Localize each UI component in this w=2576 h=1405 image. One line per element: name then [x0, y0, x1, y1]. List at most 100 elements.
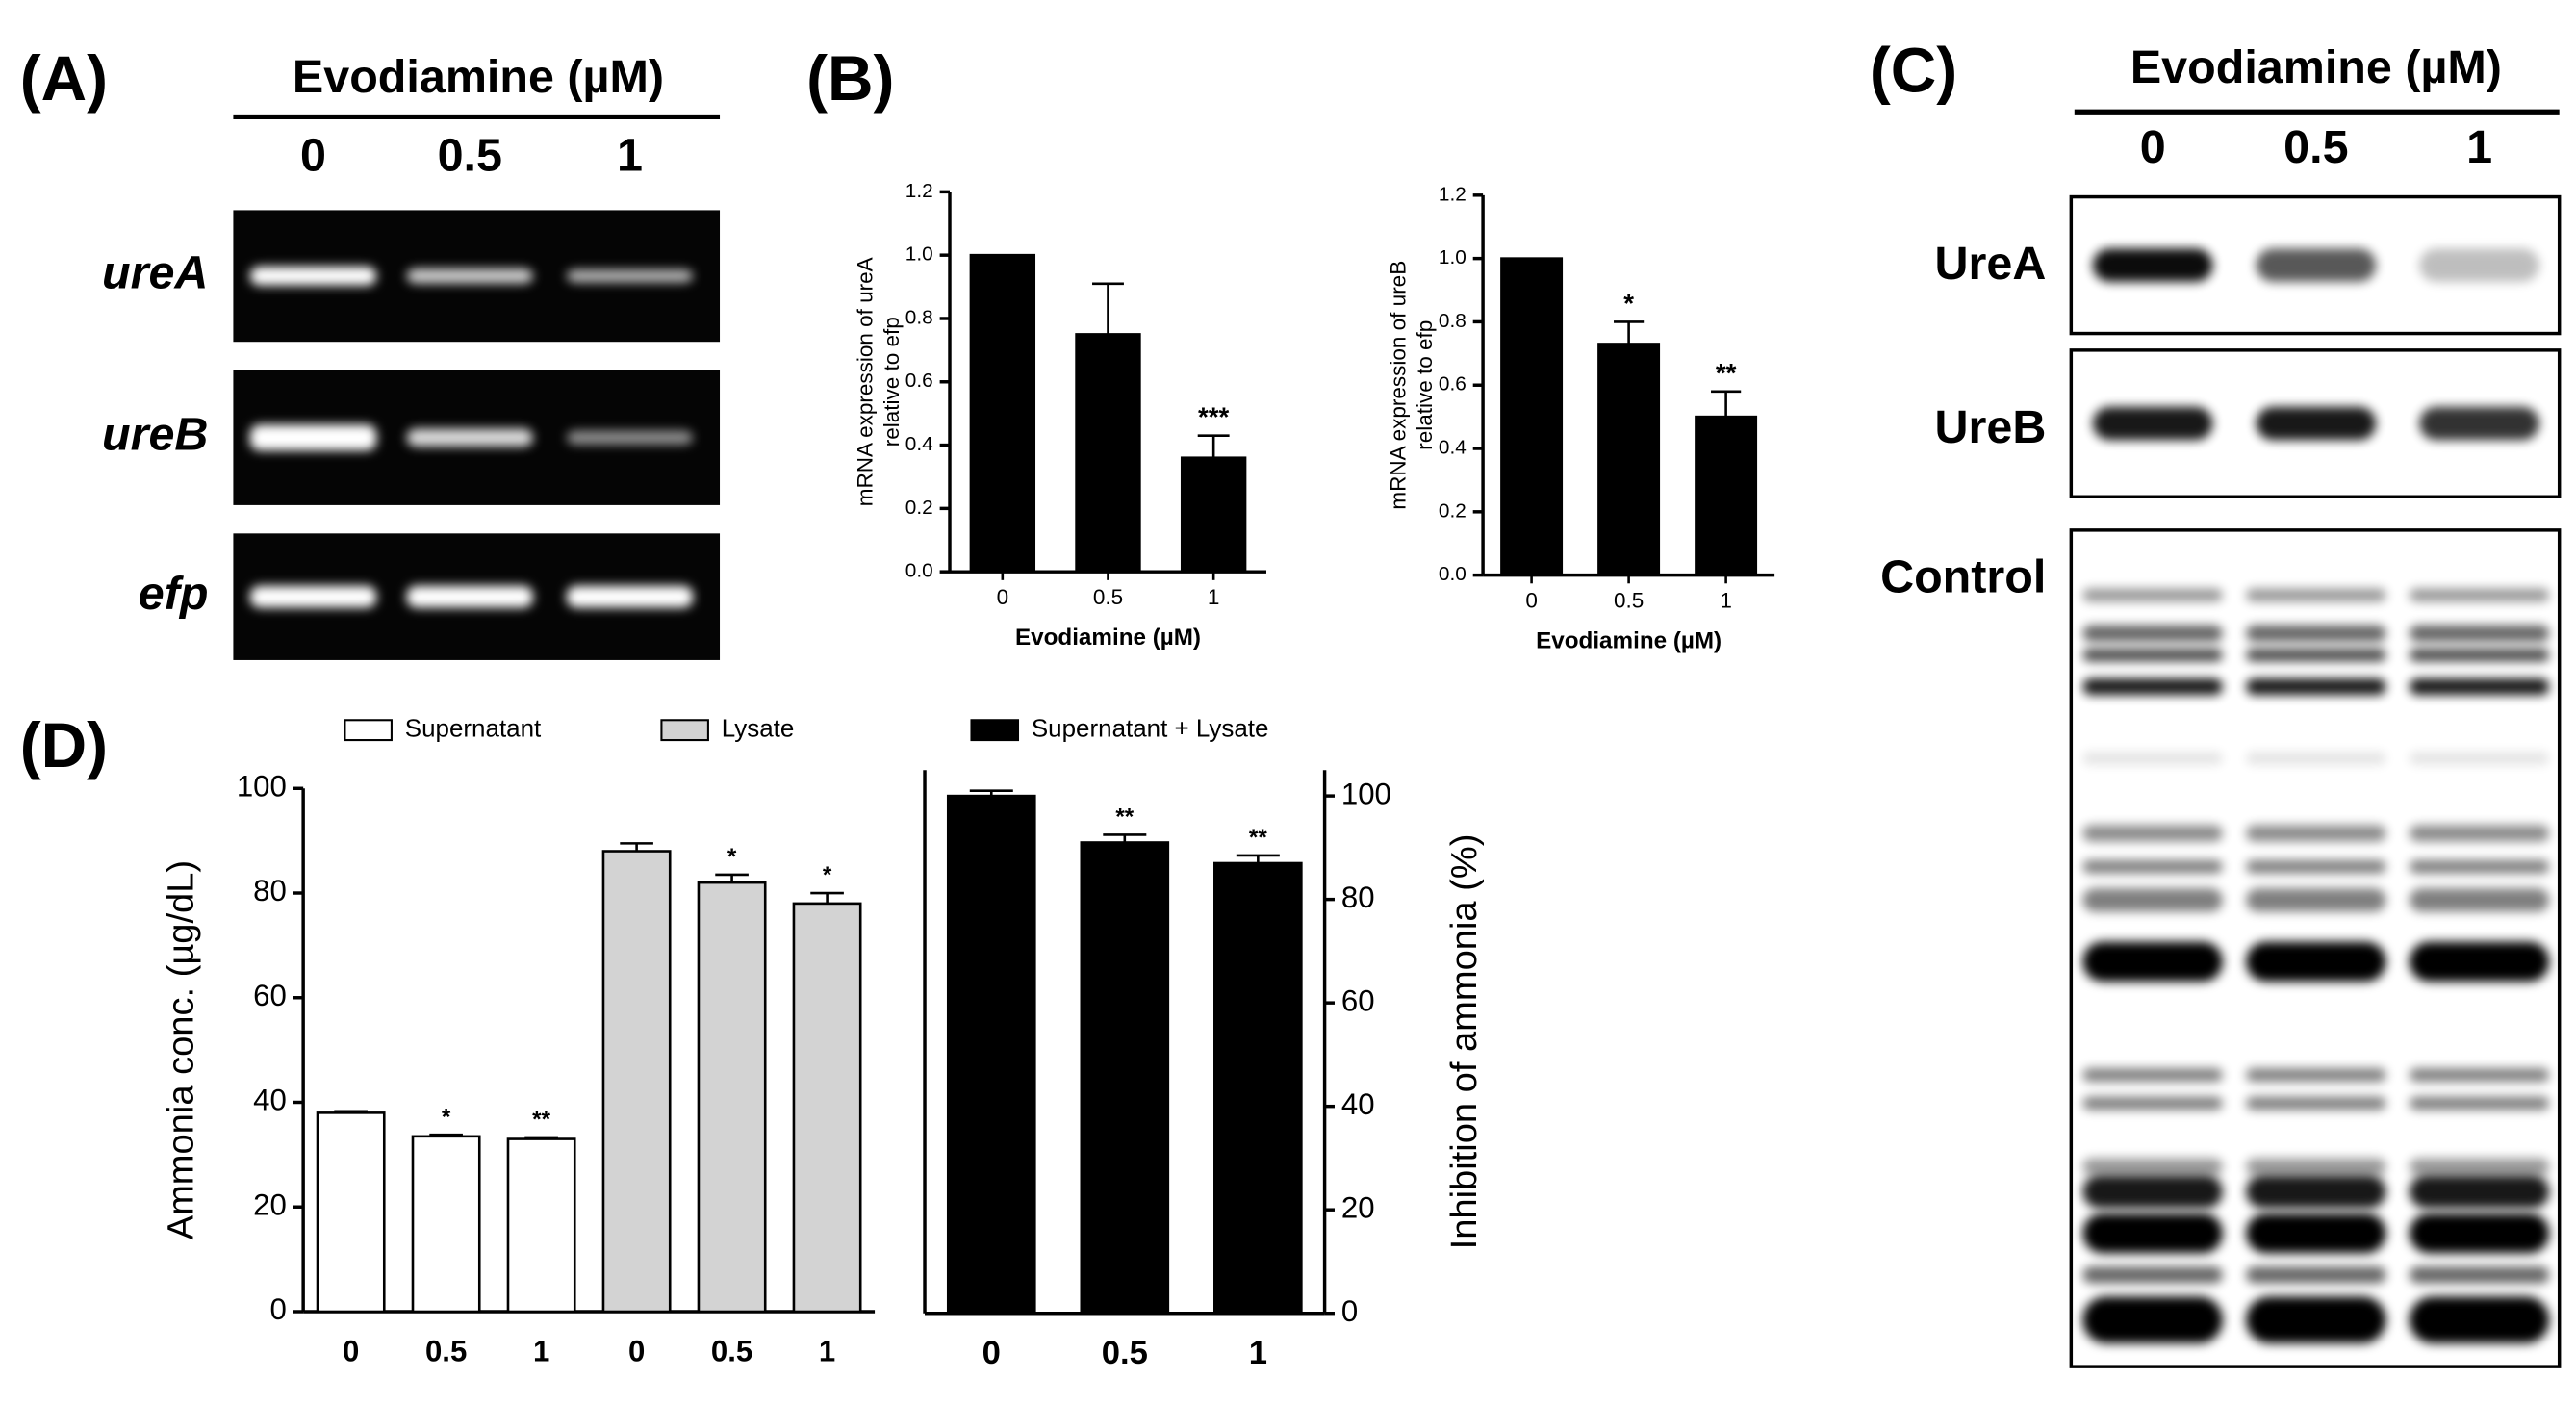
blot-band — [2246, 677, 2386, 696]
blot-band — [2409, 825, 2550, 842]
blot-band — [2419, 406, 2539, 441]
axis-label: mRNA expression of ureA — [853, 257, 877, 506]
blot-band — [2246, 588, 2386, 602]
blot-band — [2082, 1096, 2223, 1111]
gel-band — [406, 585, 534, 608]
x-tick-label: 1 — [1208, 585, 1220, 609]
lane-label: 0 — [2140, 121, 2166, 173]
blot-band — [2409, 941, 2550, 983]
blot-band — [2082, 1296, 2223, 1343]
y-tick-label: 0 — [270, 1292, 287, 1326]
bar — [946, 794, 1036, 1316]
legend-label: Supernatant + Lysate — [1032, 714, 1269, 743]
gel-band — [249, 585, 377, 608]
bar — [1695, 415, 1758, 576]
blot-band — [2409, 1068, 2550, 1083]
blot-band — [2082, 1174, 2223, 1209]
blot-band — [2409, 648, 2550, 662]
y-tick-label: 0.2 — [905, 497, 933, 519]
blot-band — [2082, 1266, 2223, 1284]
blot-band — [2246, 1266, 2386, 1284]
bar — [1597, 343, 1661, 576]
panel-label: (C) — [1870, 35, 1957, 106]
y-tick-label: 0.6 — [905, 370, 933, 392]
gel-band — [406, 268, 534, 284]
x-tick-label: 0 — [997, 585, 1009, 609]
blot-band — [2082, 588, 2223, 602]
panel-label: (B) — [806, 42, 894, 114]
blot-band — [2409, 752, 2550, 766]
blot-band — [2409, 859, 2550, 874]
blot-band — [2246, 1096, 2386, 1111]
blot-band — [2409, 1213, 2550, 1254]
blot-band — [2082, 888, 2223, 912]
x-axis-label: Evodiamine (µM) — [1015, 625, 1201, 651]
gel-band — [566, 430, 694, 446]
x-axis-label: Evodiamine (µM) — [1536, 627, 1722, 653]
blot-band — [2082, 677, 2223, 696]
x-tick-label: 0.5 — [1614, 588, 1644, 612]
significance: * — [727, 844, 737, 870]
y-tick-label: 1.2 — [1439, 183, 1467, 205]
blot-band — [2409, 677, 2550, 696]
lane-label: 0 — [300, 130, 326, 182]
row-label: Control — [1880, 551, 2046, 603]
blot-band — [2246, 888, 2386, 912]
x-tick-label: 0 — [343, 1335, 359, 1368]
row-label: ureA — [102, 247, 208, 299]
bar — [792, 902, 862, 1314]
y-tick-label: 60 — [253, 979, 287, 1012]
y-tick-label: 0.8 — [1439, 310, 1467, 332]
y-tick-label: 20 — [1341, 1190, 1375, 1224]
lane-label: 0.5 — [438, 130, 502, 182]
legend-swatch — [344, 719, 393, 742]
blot-band — [2246, 1068, 2386, 1083]
bar — [506, 1137, 576, 1314]
blot-band — [2256, 406, 2377, 441]
row-label: UreB — [1935, 401, 2047, 453]
bar — [316, 1111, 386, 1314]
blot-band — [2092, 248, 2213, 282]
axis-label: Ammonia conc. (µg/dL) — [162, 860, 202, 1239]
x-tick-label: 0.5 — [1102, 1335, 1148, 1371]
significance: * — [442, 1104, 451, 1130]
blot-band — [2246, 1296, 2386, 1343]
bar — [1213, 861, 1303, 1316]
lane-label: 1 — [2466, 121, 2492, 173]
y-tick-label: 0.4 — [905, 433, 933, 455]
bar — [1500, 257, 1564, 576]
significance: ** — [1115, 805, 1134, 830]
blot-band — [2082, 648, 2223, 662]
blot-band — [2082, 825, 2223, 842]
significance: *** — [1198, 402, 1230, 432]
y-tick-label: 80 — [253, 874, 287, 907]
x-tick-label: 1 — [533, 1335, 549, 1368]
blot-band — [2082, 1158, 2223, 1175]
x-tick-label: 1 — [1720, 588, 1732, 612]
y-tick-label: 0.4 — [1439, 437, 1467, 459]
blot-band — [2246, 752, 2386, 766]
lane-label: 1 — [617, 130, 643, 182]
axis-label: mRNA expression of ureB — [1386, 261, 1410, 510]
significance: * — [823, 862, 832, 888]
y-tick-label: 0 — [1341, 1294, 1358, 1328]
y-tick-label: 100 — [237, 770, 287, 804]
y-tick-label: 0.6 — [1439, 373, 1467, 396]
axis-label: Inhibition of ammonia (%) — [1444, 834, 1485, 1250]
significance: * — [1623, 288, 1634, 318]
blot-header: Evodiamine (µM) — [2130, 41, 2502, 93]
x-tick-label: 0.5 — [711, 1335, 752, 1368]
y-tick-label: 20 — [253, 1188, 287, 1221]
blot-band — [2409, 1158, 2550, 1175]
significance: ** — [532, 1107, 550, 1133]
blot-band — [2409, 888, 2550, 912]
y-tick-label: 0.2 — [1439, 499, 1467, 522]
blot-band — [2246, 1213, 2386, 1254]
blot-band — [2409, 1266, 2550, 1284]
blot-band — [2419, 248, 2539, 282]
bar — [969, 253, 1036, 574]
blot-band — [2082, 859, 2223, 874]
x-tick-label: 0.5 — [1093, 585, 1123, 609]
y-tick-label: 40 — [253, 1084, 287, 1117]
row-label: ureB — [102, 409, 208, 461]
